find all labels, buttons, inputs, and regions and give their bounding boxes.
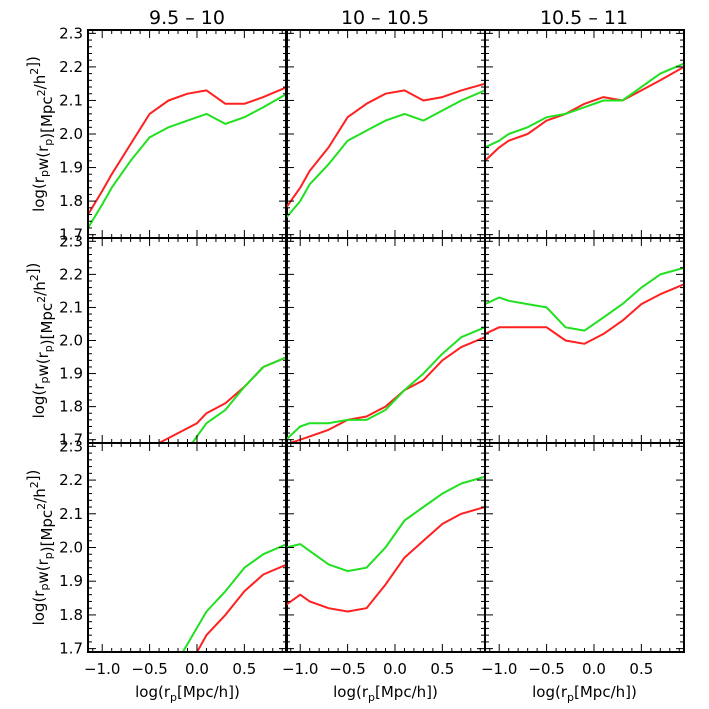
x-tick-label: −1.0 bbox=[282, 660, 318, 678]
panel-frame bbox=[285, 237, 486, 444]
x-axis-label: log(rp[Mpc/h]) bbox=[135, 683, 240, 704]
y-tick-label: 2.3 bbox=[59, 437, 83, 455]
y-axis-labels: 1.71.81.92.02.12.22.3log(rpw(rp)[Mpc2/h2… bbox=[24, 24, 83, 657]
series-line-green bbox=[181, 543, 287, 652]
x-axis-labels: −1.0 −0.5 0.0 0.5 log(rp[Mpc/h]) −1.0 −0.5 0.0 0… bbox=[84, 660, 653, 704]
x-tick-label: 0.5 bbox=[232, 660, 256, 678]
x-tick-label: 0.5 bbox=[430, 660, 454, 678]
panel-r3-c2 bbox=[285, 442, 486, 653]
series-line-red bbox=[158, 356, 287, 443]
series-line-red bbox=[196, 563, 287, 652]
x-tick-label: 0.0 bbox=[185, 660, 209, 678]
panel-r1-c3 bbox=[484, 29, 685, 239]
series-line-red bbox=[485, 283, 684, 345]
series-line-red bbox=[88, 86, 287, 216]
panel-frame bbox=[484, 442, 685, 653]
panel-grid bbox=[87, 29, 685, 653]
y-axis-label: log(rpw(rp)[Mpc2/h2]) bbox=[24, 56, 56, 212]
column-title-2: 10 – 10.5 bbox=[341, 7, 429, 29]
y-tick-label: 1.9 bbox=[59, 365, 83, 383]
series-line-green bbox=[88, 92, 287, 229]
y-tick-label: 2.1 bbox=[59, 505, 83, 523]
series-line-green bbox=[485, 266, 684, 332]
x-tick-label: −1.0 bbox=[84, 660, 120, 678]
series-line-red bbox=[286, 506, 485, 613]
series-line-red bbox=[286, 82, 485, 209]
panel-r3-c1 bbox=[87, 442, 288, 653]
panel-r3-c3 bbox=[484, 442, 685, 653]
x-tick-label: −0.5 bbox=[131, 660, 167, 678]
panel-r1-c1 bbox=[87, 29, 288, 239]
panel-frame bbox=[87, 442, 288, 653]
column-titles: 9.5 – 10 10 – 10.5 10.5 – 11 bbox=[149, 7, 628, 29]
series-line-green bbox=[485, 62, 684, 149]
panel-r2-c1 bbox=[87, 237, 288, 444]
panel-frame bbox=[484, 29, 685, 239]
panel-ticks bbox=[485, 443, 684, 652]
series-line-green bbox=[286, 475, 485, 573]
y-tick-label: 1.8 bbox=[59, 606, 83, 624]
panel-ticks bbox=[286, 30, 485, 238]
y-tick-label: 1.7 bbox=[59, 431, 83, 449]
panel-ticks bbox=[88, 443, 287, 652]
series-line-green bbox=[191, 356, 287, 443]
y-tick-label: 1.7 bbox=[59, 226, 83, 244]
panel-ticks bbox=[286, 238, 485, 443]
y-tick-label: 2.2 bbox=[59, 58, 83, 76]
y-axis-label: log(rpw(rp)[Mpc2/h2]) bbox=[24, 470, 56, 626]
panel-r2-c2 bbox=[285, 237, 486, 444]
y-tick-label: 2.0 bbox=[59, 539, 83, 557]
panel-ticks bbox=[286, 443, 485, 652]
y-tick-label: 2.2 bbox=[59, 471, 83, 489]
panel-r2-c3 bbox=[484, 237, 685, 444]
x-tick-label: 0.0 bbox=[582, 660, 606, 678]
panel-ticks bbox=[485, 238, 684, 443]
panel-ticks bbox=[485, 30, 684, 238]
y-tick-label: 1.9 bbox=[59, 572, 83, 590]
x-tick-label: 0.0 bbox=[383, 660, 407, 678]
y-tick-label: 2.3 bbox=[59, 232, 83, 250]
column-title-1: 9.5 – 10 bbox=[149, 7, 225, 29]
panel-frame bbox=[87, 29, 288, 239]
y-tick-label: 1.8 bbox=[59, 398, 83, 416]
y-tick-label: 1.9 bbox=[59, 159, 83, 177]
x-axis-label: log(rp[Mpc/h]) bbox=[532, 683, 637, 704]
panel-frame bbox=[87, 237, 288, 444]
series-line-red bbox=[485, 66, 684, 162]
y-tick-label: 2.1 bbox=[59, 91, 83, 109]
panel-ticks bbox=[88, 238, 287, 443]
y-axis-label: log(rpw(rp)[Mpc2/h2]) bbox=[24, 263, 56, 419]
x-axis-label: log(rp[Mpc/h]) bbox=[333, 683, 438, 704]
series-line-red bbox=[290, 336, 485, 443]
y-tick-label: 2.1 bbox=[59, 298, 83, 316]
y-tick-label: 2.0 bbox=[59, 332, 83, 350]
series-line-green bbox=[286, 89, 485, 219]
panel-frame bbox=[285, 29, 486, 239]
panel-ticks bbox=[88, 30, 287, 238]
y-tick-label: 2.2 bbox=[59, 265, 83, 283]
y-tick-label: 1.8 bbox=[59, 192, 83, 210]
y-tick-label: 2.3 bbox=[59, 24, 83, 42]
series-line-green bbox=[286, 326, 485, 441]
panel-frame bbox=[484, 237, 685, 444]
x-tick-label: 0.5 bbox=[629, 660, 653, 678]
x-tick-label: −0.5 bbox=[329, 660, 365, 678]
panel-r1-c2 bbox=[285, 29, 486, 239]
y-tick-label: 2.0 bbox=[59, 125, 83, 143]
y-tick-label: 1.7 bbox=[59, 640, 83, 658]
x-tick-label: −1.0 bbox=[481, 660, 517, 678]
x-tick-label: −0.5 bbox=[528, 660, 564, 678]
column-title-3: 10.5 – 11 bbox=[540, 7, 628, 29]
